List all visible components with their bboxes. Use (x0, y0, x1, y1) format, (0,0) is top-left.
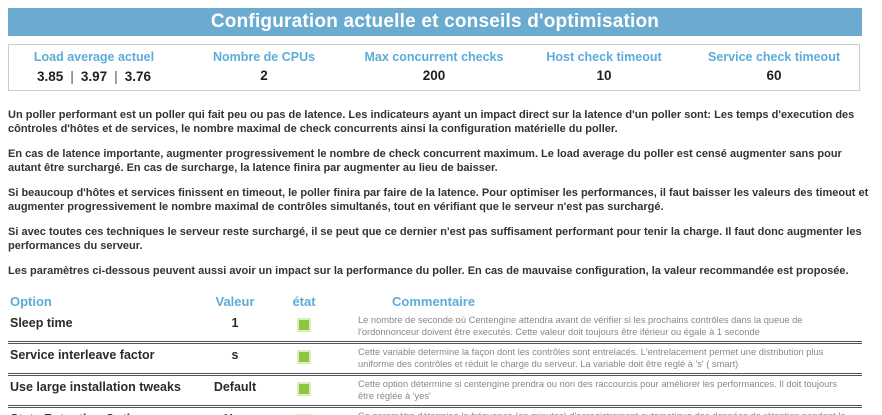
info-paragraph: Si beaucoup d'hôtes et services finissen… (8, 187, 869, 213)
table-row: Use large installation tweaks Default Cett… (8, 376, 862, 408)
summary-table: Load average actuel 3.85 | 3.97 | 3.76 Nombre … (8, 44, 860, 91)
status-ok-icon (299, 352, 309, 362)
table-row: State Retention OptionYes Ce paramètre dé… (8, 408, 862, 415)
summary-column: Load average actuel 3.85 | 3.97 | 3.76 (9, 50, 179, 84)
summary-column: Nombre de CPUs 2 (179, 50, 349, 84)
summary-column: Service check timeout 60 (689, 50, 859, 84)
info-paragraphs: Un poller performant est un poller qui f… (8, 108, 870, 278)
table-row: Sleep time 1 Le nombre de seconde où Cente… (8, 312, 862, 344)
summary-value-number: 3.97 (80, 69, 108, 84)
options-table: Option Valeur état Commentaire Sleep tim… (8, 292, 862, 415)
option-value: Yes (202, 411, 268, 415)
option-name: Service interleave factor (10, 348, 155, 362)
summary-value-number: 60 (766, 68, 782, 83)
summary-label: Nombre de CPUs (212, 50, 316, 64)
summary-value-number: 3.85 (36, 69, 64, 84)
summary-column: Host check timeout 10 (519, 50, 689, 84)
summary-label: Load average actuel (33, 50, 155, 64)
option-value: Default (213, 380, 257, 394)
summary-label: Max concurrent checks (364, 50, 504, 64)
option-comment: Ce paramètre détermine la fréquence (en … (340, 411, 862, 415)
options-table-header: Option Valeur état Commentaire (8, 292, 862, 312)
summary-value: 3.85 | 3.97 | 3.76 (9, 68, 179, 84)
summary-value-number: 200 (422, 68, 446, 83)
option-comment: Cette option détermine si centengine pre… (358, 379, 838, 401)
value-separator: | (70, 68, 74, 84)
summary-column: Max concurrent checks 200 (349, 50, 519, 84)
summary-value-number: 2 (260, 68, 268, 83)
summary-value-number: 3.76 (124, 69, 152, 84)
summary-value-number: 10 (596, 68, 612, 83)
option-state (268, 379, 340, 399)
column-header-valeur: Valeur (215, 294, 255, 309)
info-paragraph: En cas de latence importante, augmenter … (8, 148, 842, 174)
option-name: Use large installation tweaks (10, 380, 181, 394)
summary-value: 60 (689, 68, 859, 83)
option-state (268, 411, 340, 415)
options-table-body: Sleep time 1 Le nombre de seconde où Cente… (8, 312, 862, 415)
option-name: State Retention Option (10, 411, 202, 415)
page-title: Configuration actuelle et conseils d'opt… (8, 8, 862, 36)
option-name: Sleep time (10, 316, 73, 330)
column-header-option: Option (10, 294, 52, 309)
option-comment: Cette variable determine la façon dont l… (358, 347, 824, 369)
value-separator: | (114, 68, 118, 84)
info-paragraph: Si avec toutes ces techniques le serveur… (8, 226, 862, 252)
summary-label: Service check timeout (707, 50, 840, 64)
status-ok-icon (299, 320, 309, 330)
option-value: 1 (231, 316, 239, 330)
option-state (268, 347, 340, 367)
status-ok-icon (299, 384, 309, 394)
table-row: Service interleave factor s Cette variable… (8, 344, 862, 376)
info-paragraph: Les paramètres ci-dessous peuvent aussi … (8, 265, 849, 277)
column-header-etat: état (292, 294, 316, 309)
summary-label: Host check timeout (546, 50, 662, 64)
summary-value: 200 (349, 68, 519, 83)
option-comment: Le nombre de seconde où Centengine atten… (358, 315, 803, 337)
option-state (268, 315, 340, 335)
column-header-commentaire: Commentaire (392, 294, 476, 309)
info-paragraph: Un poller performant est un poller qui f… (8, 109, 855, 135)
summary-value: 10 (519, 68, 689, 83)
summary-value: 2 (179, 68, 349, 83)
option-value: s (231, 348, 239, 362)
